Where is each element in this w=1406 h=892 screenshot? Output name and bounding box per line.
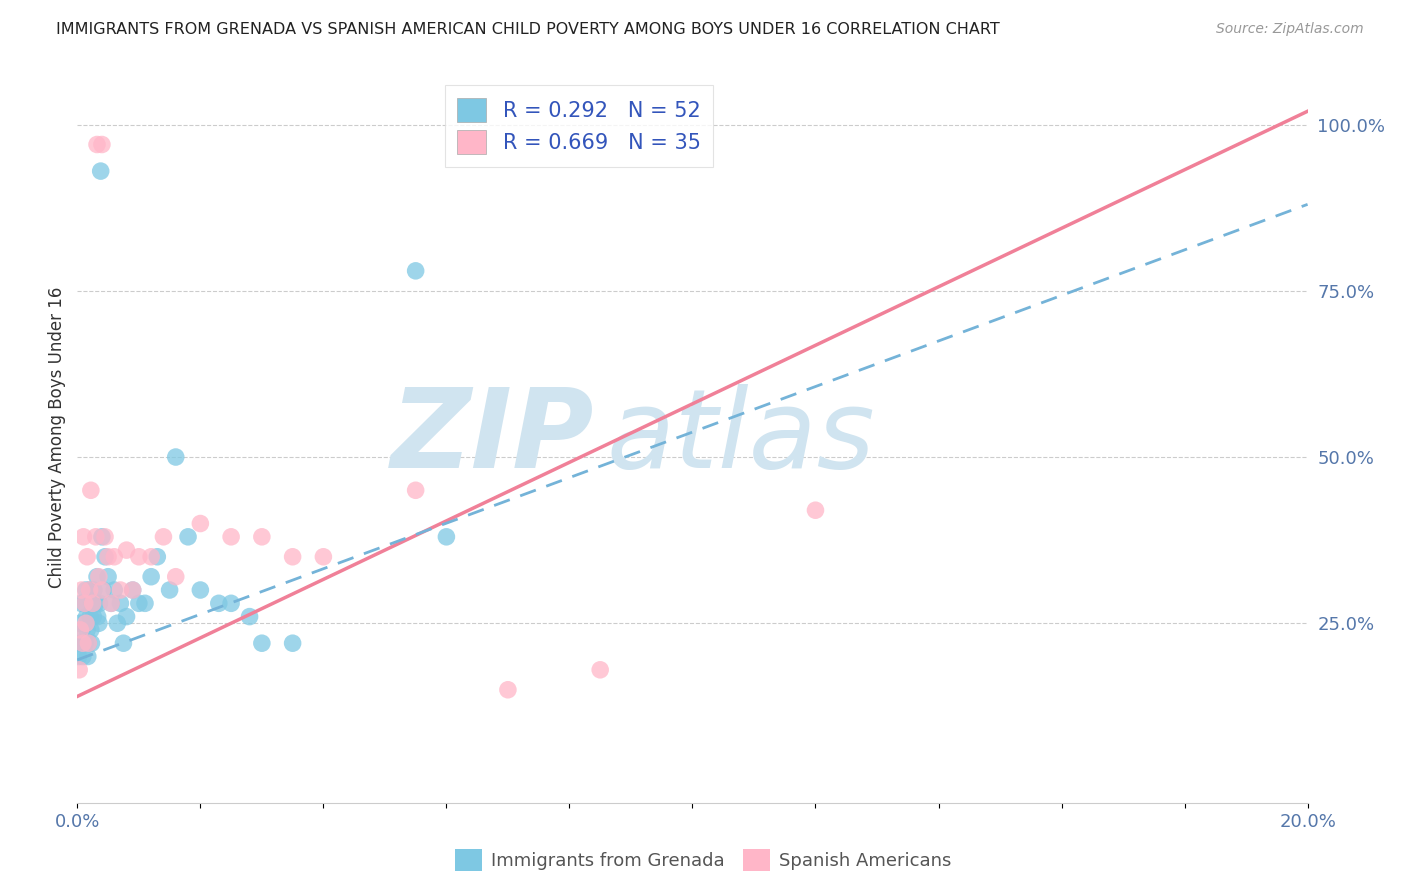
Point <box>105 616 128 631</box>
Point <box>89 596 111 610</box>
Point <box>90 137 114 152</box>
Point <box>75 582 97 597</box>
Point <box>146 549 169 564</box>
Text: ZIP: ZIP <box>391 384 595 491</box>
Point <box>103 549 125 564</box>
Point <box>134 596 156 610</box>
Point <box>128 549 150 564</box>
Point <box>496 682 519 697</box>
Text: IMMIGRANTS FROM GRENADA VS SPANISH AMERICAN CHILD POVERTY AMONG BOYS UNDER 16 CO: IMMIGRANTS FROM GRENADA VS SPANISH AMERI… <box>56 22 1000 37</box>
Point <box>141 549 163 564</box>
Point <box>76 609 98 624</box>
Point <box>152 530 174 544</box>
Point <box>804 503 827 517</box>
Point <box>67 649 90 664</box>
Point <box>177 530 200 544</box>
Point <box>69 616 91 631</box>
Point <box>80 623 103 637</box>
Point <box>72 636 94 650</box>
Point <box>405 264 427 278</box>
Point <box>72 649 94 664</box>
Point <box>76 549 98 564</box>
Point <box>76 623 98 637</box>
Point <box>208 596 231 610</box>
Text: Source: ZipAtlas.com: Source: ZipAtlas.com <box>1216 22 1364 37</box>
Point <box>97 570 120 584</box>
Point <box>86 609 108 624</box>
Point <box>72 636 94 650</box>
Point <box>281 636 304 650</box>
Point <box>219 530 242 544</box>
Point <box>70 623 93 637</box>
Y-axis label: Child Poverty Among Boys Under 16: Child Poverty Among Boys Under 16 <box>48 286 66 588</box>
Point <box>589 663 612 677</box>
Point <box>94 530 117 544</box>
Point <box>84 596 107 610</box>
Point <box>86 137 108 152</box>
Point <box>405 483 427 498</box>
Point <box>80 636 103 650</box>
Point <box>312 549 335 564</box>
Point <box>121 582 143 597</box>
Point <box>219 596 242 610</box>
Point <box>86 570 108 584</box>
Point <box>97 549 120 564</box>
Point <box>70 582 93 597</box>
Point <box>112 636 135 650</box>
Point <box>188 582 212 597</box>
Point <box>76 649 98 664</box>
Point <box>79 609 101 624</box>
Point <box>100 596 122 610</box>
Point <box>79 582 101 597</box>
Point <box>103 582 125 597</box>
Point <box>100 596 122 610</box>
Point <box>128 596 150 610</box>
Point <box>82 596 104 610</box>
Point <box>90 164 112 178</box>
Point <box>90 582 114 597</box>
Point <box>165 450 187 464</box>
Point <box>69 623 91 637</box>
Point <box>110 596 132 610</box>
Point <box>188 516 212 531</box>
Point <box>115 609 138 624</box>
Point <box>90 530 114 544</box>
Point <box>77 636 100 650</box>
Point <box>436 530 458 544</box>
Point <box>250 636 273 650</box>
Point <box>79 582 101 597</box>
Point <box>110 582 132 597</box>
Point <box>87 616 110 631</box>
Point <box>281 549 304 564</box>
Point <box>82 609 104 624</box>
Point <box>67 663 90 677</box>
Point <box>250 530 273 544</box>
Legend: R = 0.292   N = 52, R = 0.669   N = 35: R = 0.292 N = 52, R = 0.669 N = 35 <box>444 86 713 167</box>
Point <box>83 582 105 597</box>
Point <box>91 582 114 597</box>
Point <box>115 543 138 558</box>
Point <box>141 570 163 584</box>
Point <box>69 636 91 650</box>
Text: atlas: atlas <box>606 384 875 491</box>
Legend: Immigrants from Grenada, Spanish Americans: Immigrants from Grenada, Spanish America… <box>447 842 959 879</box>
Point <box>165 570 187 584</box>
Point <box>159 582 181 597</box>
Point <box>80 483 103 498</box>
Point <box>84 530 107 544</box>
Point <box>121 582 143 597</box>
Point <box>82 596 104 610</box>
Point <box>72 530 94 544</box>
Point <box>75 616 97 631</box>
Point <box>70 596 93 610</box>
Point <box>87 570 110 584</box>
Point <box>73 596 96 610</box>
Point <box>94 549 117 564</box>
Point <box>239 609 262 624</box>
Point <box>75 636 97 650</box>
Point <box>73 596 96 610</box>
Point <box>77 636 100 650</box>
